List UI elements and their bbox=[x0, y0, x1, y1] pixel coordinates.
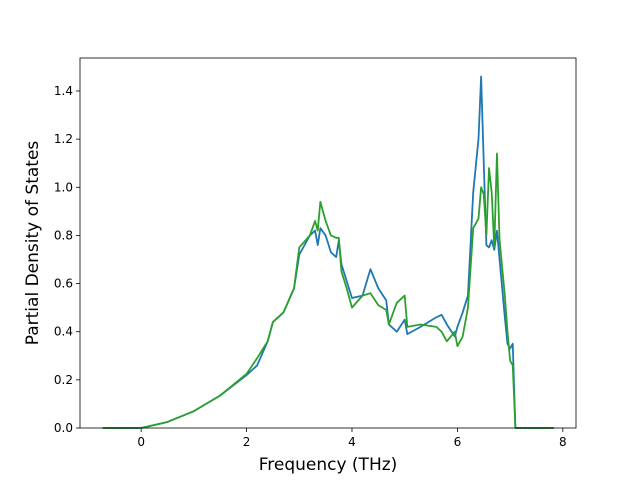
x-tick-label: 4 bbox=[348, 435, 356, 449]
y-tick-label: 0.2 bbox=[54, 373, 73, 387]
y-tick-label: 0.0 bbox=[54, 421, 73, 435]
line-series bbox=[102, 152, 554, 429]
x-tick-label: 8 bbox=[559, 435, 567, 449]
y-tick-label: 1.2 bbox=[54, 132, 73, 146]
y-tick-label: 0.4 bbox=[54, 325, 73, 339]
line-series bbox=[102, 75, 554, 429]
y-tick-label: 0.8 bbox=[54, 228, 73, 242]
x-tick-label: 6 bbox=[454, 435, 462, 449]
x-tick-label: 2 bbox=[243, 435, 251, 449]
x-axis-label: Frequency (THz) bbox=[259, 455, 398, 475]
y-tick-label: 1.4 bbox=[54, 84, 73, 98]
x-tick-label: 0 bbox=[137, 435, 145, 449]
y-axis-label: Partial Density of States bbox=[23, 141, 43, 346]
plot-frame bbox=[79, 57, 577, 429]
y-tick-label: 1.0 bbox=[54, 180, 73, 194]
y-tick-label: 0.6 bbox=[54, 277, 73, 291]
